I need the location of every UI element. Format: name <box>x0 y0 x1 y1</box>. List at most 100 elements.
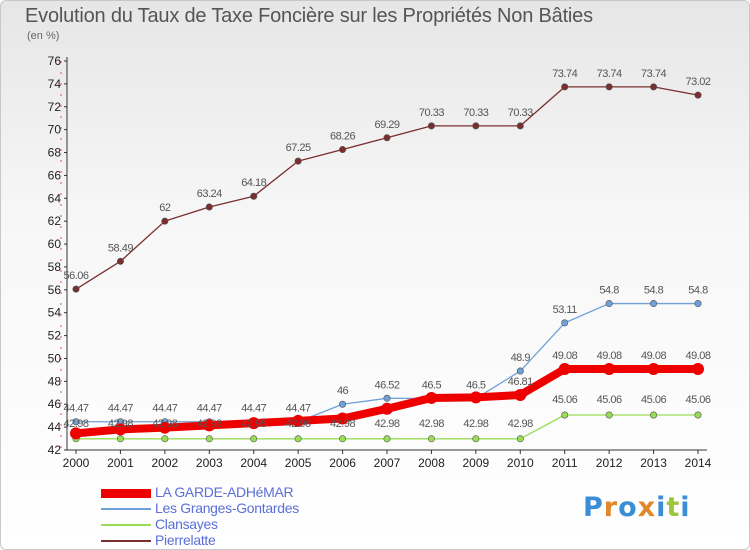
data-label: 42.98 <box>508 418 533 430</box>
data-label: 46.81 <box>508 376 533 388</box>
data-label: 73.74 <box>597 68 622 80</box>
data-point <box>339 435 347 443</box>
data-point <box>336 412 349 425</box>
data-label: 44.47 <box>286 403 311 415</box>
data-point <box>605 83 613 91</box>
y-tick-label: 74 <box>48 77 62 91</box>
y-unit-label: (en %) <box>27 30 60 42</box>
data-point <box>161 217 169 225</box>
data-point <box>116 435 124 443</box>
data-point <box>250 435 258 443</box>
data-label: 46 <box>337 385 349 397</box>
y-tick-label: 60 <box>48 237 62 251</box>
data-point <box>561 83 569 91</box>
data-point <box>381 402 393 415</box>
data-point <box>605 411 613 419</box>
data-point <box>516 122 524 130</box>
data-point <box>205 435 213 443</box>
data-label: 68.26 <box>330 131 355 143</box>
data-label: 54.8 <box>644 285 664 297</box>
y-tick-label: 66 <box>48 168 62 182</box>
data-point <box>472 122 480 130</box>
data-label: 42.98 <box>419 418 444 430</box>
x-tick-label: 2013 <box>640 456 667 470</box>
data-label: 42.98 <box>286 418 311 430</box>
data-point <box>650 83 658 91</box>
data-label: 64.18 <box>241 177 266 189</box>
data-label: 45.06 <box>685 394 710 406</box>
data-label: 49.08 <box>685 350 710 362</box>
data-point <box>70 427 82 440</box>
data-label: 62 <box>159 202 171 214</box>
data-point <box>650 411 658 419</box>
x-tick-label: 2014 <box>685 456 712 470</box>
data-point <box>514 388 527 401</box>
data-point <box>158 421 171 434</box>
data-point <box>383 394 391 402</box>
x-tick-label: 2003 <box>196 456 223 470</box>
data-point <box>114 423 127 436</box>
data-point <box>116 257 124 265</box>
data-label: 44.47 <box>63 403 88 415</box>
x-tick-label: 2011 <box>552 456 578 470</box>
data-point <box>294 157 302 165</box>
x-tick-label: 2008 <box>418 456 445 470</box>
data-point <box>247 417 260 430</box>
data-point <box>561 319 569 327</box>
data-point <box>161 435 169 443</box>
y-tick-label: 64 <box>48 191 62 205</box>
data-label: 42.98 <box>197 418 222 430</box>
data-label: 56.06 <box>63 270 88 282</box>
data-point <box>516 435 524 443</box>
legend-swatch <box>101 524 151 526</box>
data-point <box>383 134 391 142</box>
data-label: 45.06 <box>552 394 577 406</box>
y-tick-label: 58 <box>48 260 62 274</box>
data-point <box>250 192 258 200</box>
data-point <box>650 300 658 308</box>
data-label: 44.47 <box>108 403 133 415</box>
data-label: 48.9 <box>511 352 531 364</box>
x-tick-label: 2001 <box>107 456 134 470</box>
data-point <box>692 362 704 375</box>
legend-swatch <box>101 488 151 498</box>
data-point <box>469 391 482 404</box>
data-label: 44.47 <box>152 403 177 415</box>
data-label: 67.25 <box>286 142 311 154</box>
data-label: 73.74 <box>552 68 577 80</box>
data-label: 44.47 <box>197 403 222 415</box>
data-label: 70.33 <box>508 107 533 119</box>
data-point <box>425 391 438 404</box>
data-label: 73.02 <box>685 76 710 88</box>
logo-letter: r <box>603 492 619 523</box>
legend-label: Pierrelatte <box>155 532 216 548</box>
proxiti-logo: Proxiti <box>583 492 691 523</box>
data-point <box>603 362 616 375</box>
data-point <box>694 300 702 308</box>
y-tick-label: 44 <box>48 420 62 434</box>
data-label: 45.06 <box>597 394 622 406</box>
data-point <box>558 362 571 375</box>
logo-letter: x <box>637 492 657 523</box>
y-tick-label: 54 <box>48 306 62 320</box>
y-tick-label: 48 <box>48 374 62 388</box>
x-tick-label: 2005 <box>285 456 312 470</box>
data-label: 46.5 <box>422 380 442 392</box>
data-point <box>294 435 302 443</box>
legend-label: LA GARDE-ADHéMAR <box>155 484 294 500</box>
x-tick-label: 2010 <box>507 456 534 470</box>
data-label: 53.11 <box>553 304 578 316</box>
logo-letter: t <box>666 492 681 523</box>
legend-label: Les Granges-Gontardes <box>155 500 299 516</box>
data-point <box>292 414 305 427</box>
data-label: 69.29 <box>374 119 399 131</box>
data-point <box>472 435 480 443</box>
data-label: 46.5 <box>466 380 486 392</box>
logo-letter: P <box>583 492 604 523</box>
data-point <box>427 435 435 443</box>
y-tick-label: 68 <box>48 146 62 160</box>
data-label: 42.98 <box>108 418 133 430</box>
x-tick-label: 2000 <box>63 456 90 470</box>
logo-letter: i <box>680 492 691 523</box>
